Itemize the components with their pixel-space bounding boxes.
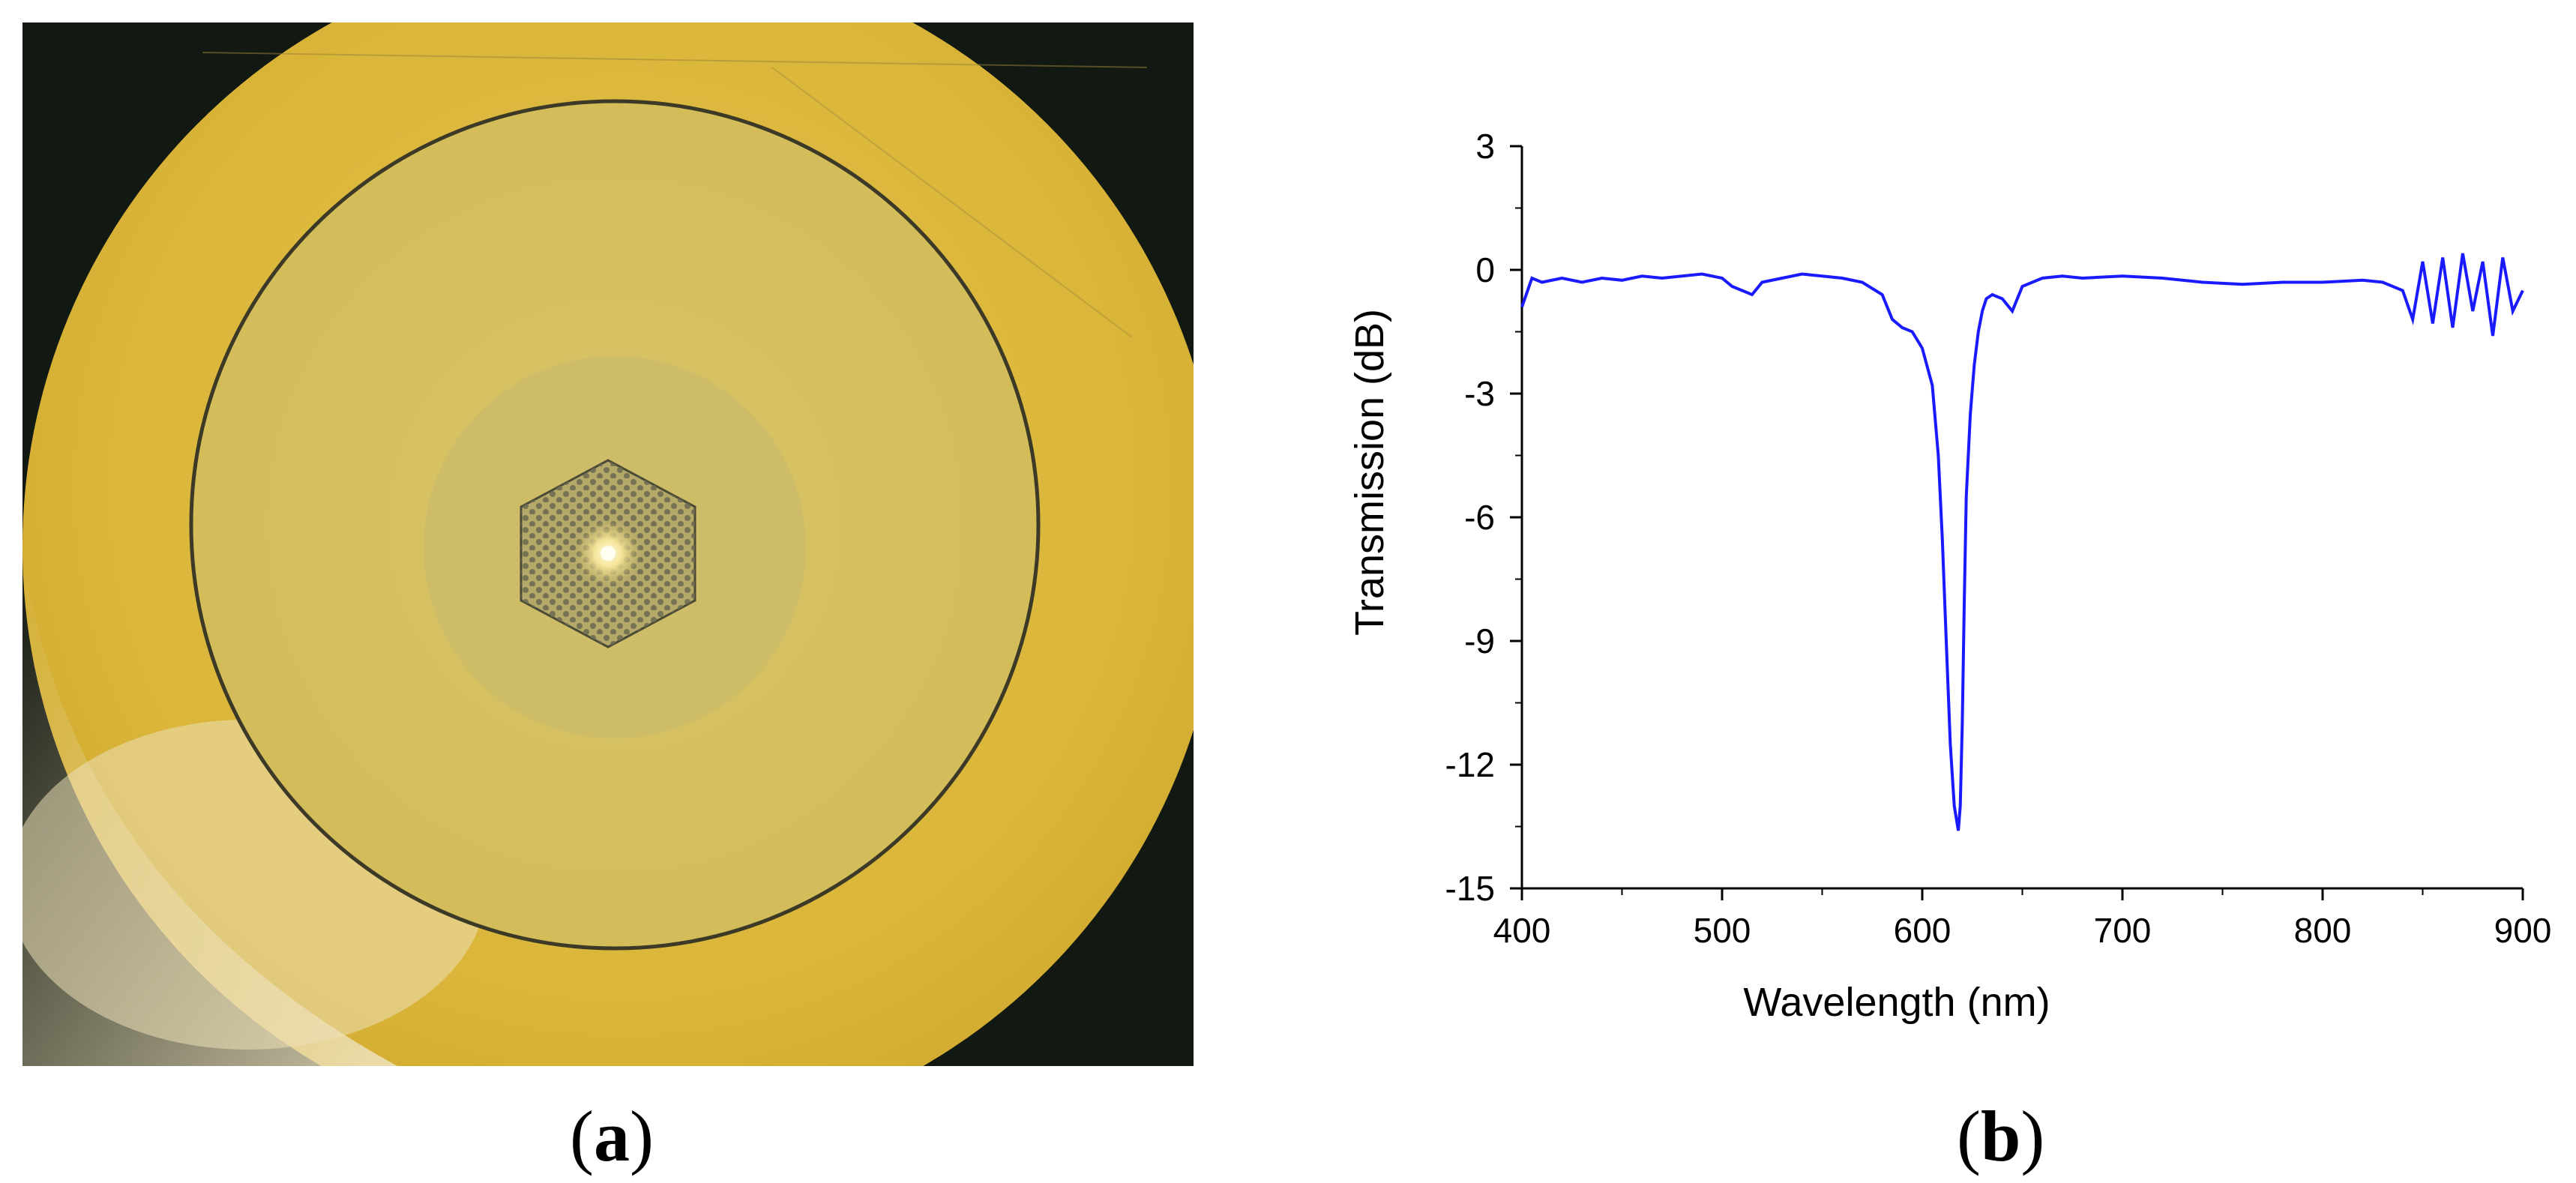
y-tick-label: -9 [1464,621,1495,660]
core-center [601,546,616,561]
paren-close: ) [629,1096,654,1176]
paren-open: ( [1957,1096,1981,1176]
y-axis-label: Transmission (dB) [1347,309,1392,636]
chart-svg: 400 500 600 700 800 900 3 0 -3 -6 -9 -12 -15 Wavelen… [1347,127,2552,1025]
panel-label-a: (a) [570,1095,654,1178]
transmission-chart: 400 500 600 700 800 900 3 0 -3 -6 -9 -12 -15 Wavelen… [1275,97,2576,1102]
scratch-line [202,52,1148,68]
paren-open: ( [570,1096,594,1176]
panel-letter-b: b [1980,1096,2021,1176]
paren-close: ) [2020,1096,2045,1176]
fiber-cross-section-image [7,0,1222,1147]
panel-letter-a: a [593,1096,630,1176]
transmission-series-line [1520,253,2524,831]
y-tick-label: -15 [1445,869,1495,908]
x-tick-label: 900 [2494,911,2552,950]
y-tick-label: 3 [1475,127,1495,166]
y-tick-label: -6 [1464,498,1495,537]
scratch-line [771,67,1133,338]
x-tick-label: 500 [1694,911,1751,950]
y-tick-label: -3 [1464,374,1495,413]
y-tick-label: -12 [1445,745,1495,784]
x-tick-label: 400 [1493,911,1551,950]
x-axis-label: Wavelength (nm) [1743,980,2050,1025]
panel-label-b: (b) [1957,1095,2044,1178]
fiber-micrograph [7,0,1222,1147]
x-tick-label: 600 [1894,911,1951,950]
y-tick-label: 0 [1475,250,1495,289]
x-tick-label: 800 [2294,911,2352,950]
x-tick-label: 700 [2094,911,2152,950]
